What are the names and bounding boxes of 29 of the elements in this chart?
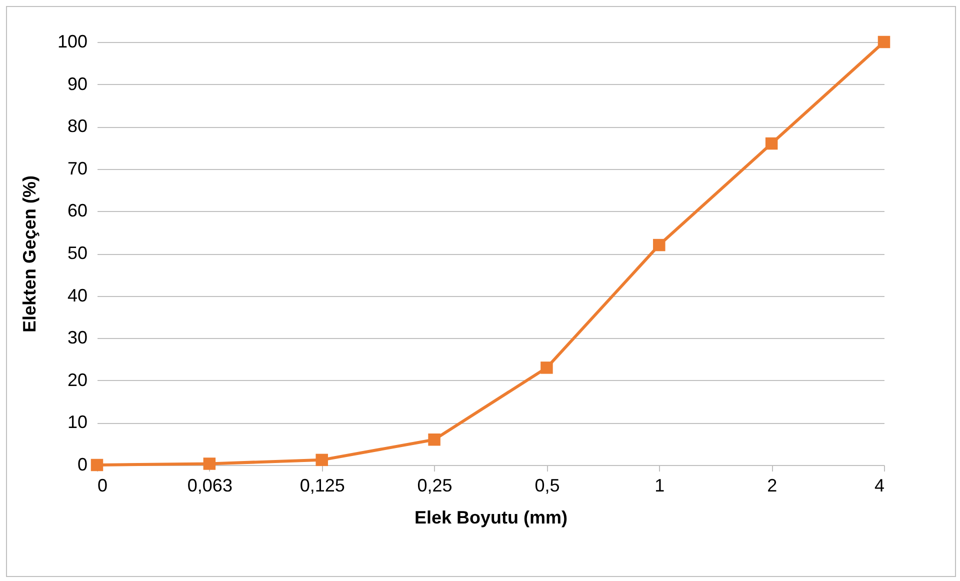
y-tick-label: 100 [57, 32, 88, 52]
x-tick-label: 0,25 [417, 476, 452, 496]
y-tick-label: 80 [67, 116, 88, 136]
x-tick-label: 1 [654, 476, 665, 496]
point [765, 137, 778, 150]
x-tick-label: 2 [767, 476, 778, 496]
y-tick-label: 20 [67, 370, 88, 390]
x-tick-label: 0,125 [300, 476, 345, 496]
x-tick-label: 4 [874, 476, 884, 496]
y-tick-label: 50 [67, 243, 88, 263]
y-tick-label: 10 [67, 412, 88, 432]
point [540, 362, 553, 374]
x-axis-title: Elek Boyutu (mm) [414, 508, 568, 528]
point [878, 36, 890, 48]
x-tick-label: 0,063 [187, 476, 232, 496]
point [90, 458, 104, 472]
x-tick-label: 0,5 [534, 476, 560, 496]
point [653, 238, 666, 252]
y-tick-label: 90 [67, 74, 88, 94]
y-tick-label: 30 [67, 328, 88, 348]
point [428, 433, 440, 446]
y-tick-label: 60 [67, 200, 88, 221]
point [316, 454, 328, 466]
y-tick-label: 0 [77, 454, 88, 474]
point [203, 458, 216, 470]
y-axis-title: Elekten Geçen (%) [19, 175, 40, 333]
y-tick-label: 40 [67, 285, 88, 306]
x-tick-label: 0 [98, 476, 108, 496]
y-tick-label: 70 [67, 158, 88, 178]
